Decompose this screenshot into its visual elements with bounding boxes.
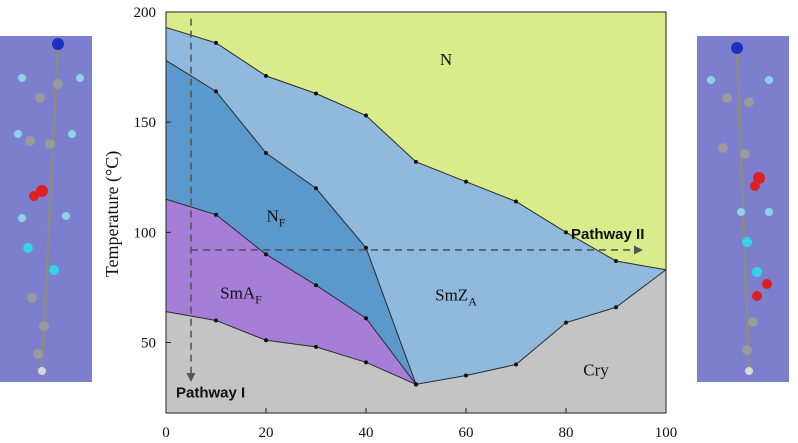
x-tick-label: 0 [162, 425, 170, 441]
data-point [414, 159, 418, 164]
y-tick-label: 200 [134, 5, 157, 21]
data-point [214, 318, 218, 323]
data-point [364, 360, 368, 365]
phase-boundaries [165, 26, 667, 387]
region-smza [166, 27, 666, 385]
molecule-image-right [697, 36, 789, 382]
pathway-1-label: Pathway I [176, 385, 245, 402]
data-point [214, 212, 218, 217]
data-point [614, 305, 618, 310]
y-tick-label: 150 [134, 115, 157, 131]
data-point [514, 362, 518, 367]
plot-frame [165, 11, 667, 414]
data-point [264, 338, 268, 343]
molecule-structure-left-icon [14, 38, 84, 375]
x-tick-label: 20 [259, 425, 274, 441]
region-label: SmZA [435, 286, 477, 309]
region-cry [166, 269, 666, 413]
data-point [264, 151, 268, 156]
data-point [314, 344, 318, 349]
y-tick-label: 100 [134, 225, 157, 241]
x-tick-label: 80 [559, 425, 574, 441]
data-point [214, 89, 218, 94]
region-nf [166, 60, 416, 385]
phase-regions [166, 12, 666, 413]
data-point [564, 320, 568, 325]
region-n [166, 12, 666, 270]
boundary-nf-smaf [165, 198, 417, 385]
data-point [264, 73, 268, 78]
data-point [264, 252, 268, 257]
x-tick-label: 40 [359, 425, 374, 441]
molecule-image-left [0, 36, 92, 382]
data-point [214, 40, 218, 45]
x-tick-label: 60 [459, 425, 474, 441]
data-point [314, 186, 318, 191]
data-point [314, 91, 318, 96]
region-smaf [166, 199, 416, 385]
region-label: N [440, 50, 452, 69]
data-point [364, 245, 368, 250]
pathway-arrows: Pathway I Pathway II [176, 18, 644, 402]
y-axis-title: Temperature (°C) [102, 151, 123, 277]
region-label: Cry [583, 361, 609, 380]
data-point [364, 316, 368, 321]
region-label: SmAF [220, 283, 262, 306]
boundary-n-nf-smza [165, 60, 417, 385]
data-point [614, 258, 618, 263]
data-point [364, 113, 368, 118]
data-point [414, 382, 418, 387]
data-point [314, 283, 318, 288]
pathway-2-label: Pathway II [571, 226, 644, 243]
data-point [514, 199, 518, 204]
x-tick-label: 100 [655, 425, 678, 441]
data-point [464, 373, 468, 378]
data-point [464, 179, 468, 184]
data-point [564, 230, 568, 235]
axes: 0 20 40 60 80 100 50 100 150 200 [134, 5, 678, 441]
y-tick-label: 50 [141, 335, 156, 351]
molecule-structure-right-icon [707, 42, 773, 375]
